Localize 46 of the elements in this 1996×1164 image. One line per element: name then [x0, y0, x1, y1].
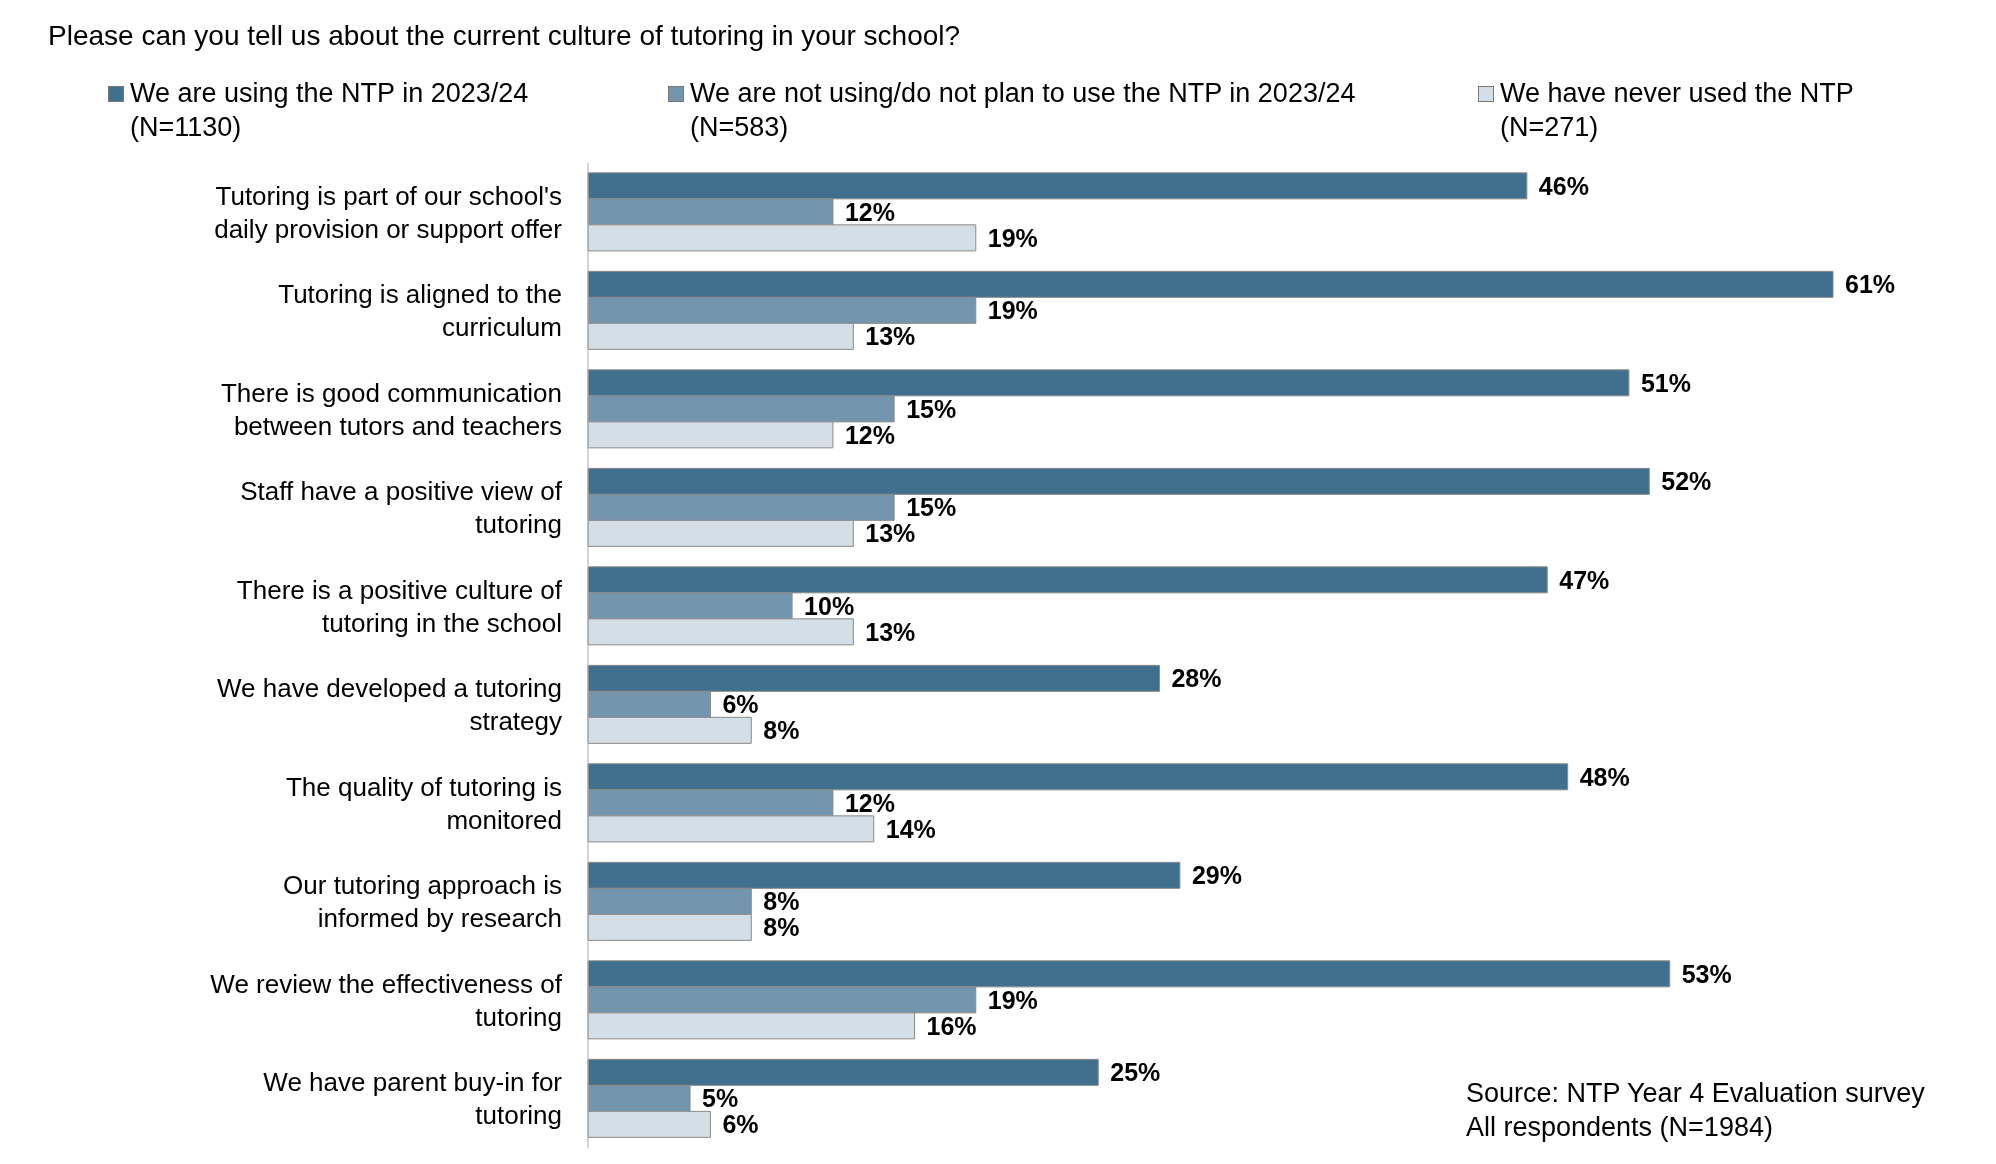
y-tick-label: Our tutoring approach is informed by research [283, 870, 562, 934]
data-label: 19% [987, 296, 1038, 325]
legend-label: We are using the NTP in 2023/24 (N=1130) [130, 77, 530, 144]
legend-label: We have never used the NTP (N=271) [1500, 77, 1855, 144]
data-label: 19% [987, 223, 1038, 252]
data-label: 12% [844, 788, 895, 817]
data-label: 14% [885, 814, 936, 843]
y-tick-label: There is good communication between tutors and teachers [220, 377, 562, 441]
y-tick-label: The quality of tutoring is monitored [285, 771, 562, 835]
chart-title: Please can you tell us about the current culture of tutoring in your school? [48, 20, 961, 52]
data-label: 12% [844, 420, 895, 449]
data-label: 13% [865, 617, 916, 646]
data-label: 47% [1559, 565, 1610, 594]
y-tick-label: Tutoring is aligned to the curriculum [278, 279, 562, 343]
data-label: 19% [987, 985, 1038, 1014]
data-label: 53% [1681, 959, 1732, 988]
data-label: 6% [722, 1110, 759, 1139]
data-label: 61% [1845, 270, 1896, 299]
data-label: 25% [1110, 1058, 1161, 1087]
data-label: 15% [906, 394, 957, 423]
data-label: 28% [1171, 664, 1222, 693]
data-label: 8% [763, 913, 800, 942]
data-label: 13% [865, 322, 916, 351]
data-label: 52% [1661, 467, 1712, 496]
data-label: 12% [844, 197, 895, 226]
data-label: 51% [1640, 368, 1691, 397]
data-label: 46% [1538, 171, 1589, 200]
data-label: 6% [722, 690, 759, 719]
data-label: 15% [906, 493, 957, 522]
data-label: 48% [1579, 762, 1630, 791]
annotation: All respondents (N=1984) [1466, 1112, 1773, 1143]
y-tick-label: Staff have a positive view of tutoring [240, 476, 563, 540]
y-tick-label: We review the effectiveness of tutoring [210, 968, 563, 1032]
data-label: 16% [926, 1011, 977, 1040]
data-label: 8% [763, 887, 800, 916]
data-label: 10% [804, 591, 855, 620]
data-label: 29% [1191, 861, 1242, 890]
data-label: 8% [763, 716, 800, 745]
y-tick-label: We have parent buy-in for tutoring [263, 1067, 563, 1131]
data-label: 13% [865, 519, 916, 548]
y-tick-label: We have developed a tutoring strategy [217, 673, 562, 737]
legend-label: We are not using/do not plan to use the NTP in 2023/24 (N=583) [690, 77, 1357, 144]
data-label: 5% [702, 1084, 739, 1113]
y-tick-label: There is a positive culture of tutoring in the school [236, 574, 563, 638]
y-tick-label: Tutoring is part of our school's daily provision or support offer [214, 180, 563, 244]
annotation: Source: NTP Year 4 Evaluation survey [1466, 1078, 1925, 1109]
